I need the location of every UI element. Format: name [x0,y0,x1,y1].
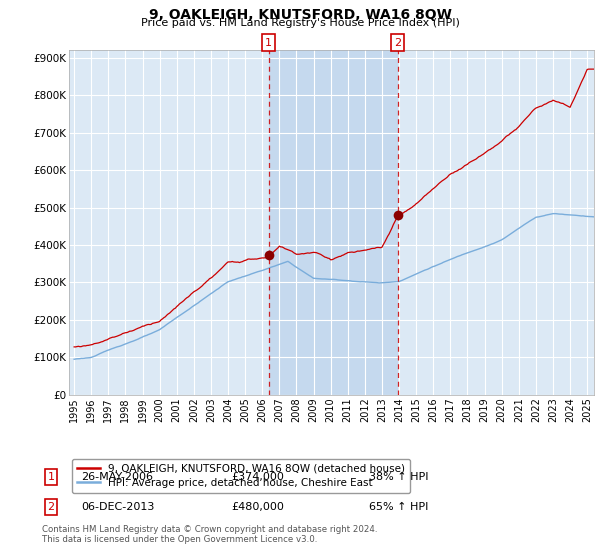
Text: 2: 2 [47,502,55,512]
Text: £480,000: £480,000 [231,502,284,512]
Text: Price paid vs. HM Land Registry's House Price Index (HPI): Price paid vs. HM Land Registry's House … [140,18,460,29]
Legend: 9, OAKLEIGH, KNUTSFORD, WA16 8QW (detached house), HPI: Average price, detached : 9, OAKLEIGH, KNUTSFORD, WA16 8QW (detach… [71,459,410,493]
Text: Contains HM Land Registry data © Crown copyright and database right 2024.
This d: Contains HM Land Registry data © Crown c… [42,525,377,544]
Text: 26-MAY-2006: 26-MAY-2006 [81,472,153,482]
Text: 1: 1 [265,38,272,48]
Text: 1: 1 [47,472,55,482]
Text: 06-DEC-2013: 06-DEC-2013 [81,502,154,512]
Text: 65% ↑ HPI: 65% ↑ HPI [369,502,428,512]
Text: 9, OAKLEIGH, KNUTSFORD, WA16 8QW: 9, OAKLEIGH, KNUTSFORD, WA16 8QW [149,8,451,22]
Bar [269,50,398,395]
Text: 2: 2 [394,38,401,48]
Text: £374,000: £374,000 [231,472,284,482]
Text: 38% ↑ HPI: 38% ↑ HPI [369,472,428,482]
